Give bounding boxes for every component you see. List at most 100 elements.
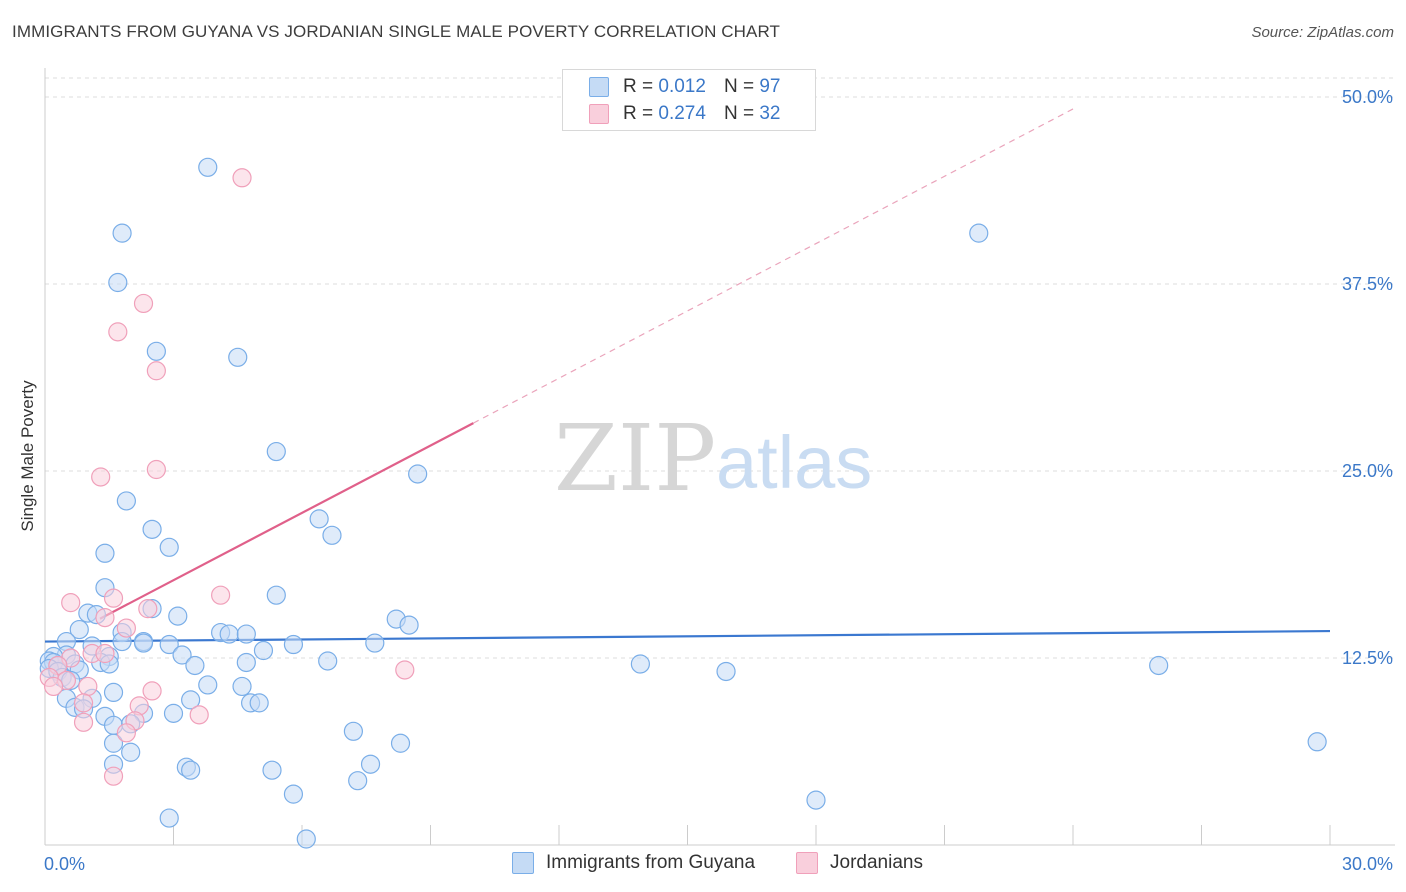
bottom-legend-guyana: Immigrants from Guyana xyxy=(512,852,755,874)
bottom-legend-label-guyana: Immigrants from Guyana xyxy=(546,852,756,873)
bottom-legend-swatch-jordanians xyxy=(796,852,818,874)
guyana-point xyxy=(159,808,179,828)
jordanian-point xyxy=(95,643,115,664)
guyana-point xyxy=(365,633,385,653)
guyana-point xyxy=(309,509,329,529)
grid-lines xyxy=(45,77,1395,659)
guyana-point xyxy=(181,690,201,710)
guyana-point xyxy=(283,784,304,804)
guyana-point xyxy=(103,733,124,753)
jordanian-point xyxy=(78,676,98,697)
guyana-point xyxy=(249,693,269,713)
jordanian-point xyxy=(103,766,124,786)
guyana-point xyxy=(172,645,192,665)
guyana-point xyxy=(408,464,428,484)
guyana-point xyxy=(159,537,179,557)
guyana-point xyxy=(253,640,274,661)
y-tick-label: 25.0% xyxy=(1342,461,1393,481)
legend-row-guyana: R = 0.012 N = 97 xyxy=(589,75,780,99)
guyana-point xyxy=(181,760,201,780)
guyana-point xyxy=(142,519,162,539)
guyana-point xyxy=(283,634,304,655)
legend-row-jordanians: R = 0.274 N = 32 xyxy=(589,102,780,126)
jordanian-point xyxy=(43,676,64,697)
legend-r-value-guyana: 0.012 xyxy=(658,76,706,97)
guyana-point xyxy=(69,619,89,640)
y-axis-label: Single Male Poverty xyxy=(18,380,37,532)
guyana-point xyxy=(103,682,124,703)
guyana-point xyxy=(133,633,154,653)
jordanian-trend-extension xyxy=(473,108,1074,424)
bottom-legend-jordanians: Jordanians xyxy=(796,852,923,874)
jordanian-point xyxy=(189,705,209,725)
guyana-point xyxy=(296,829,316,849)
jordanian-point xyxy=(142,681,162,701)
guyana-point xyxy=(108,272,128,293)
data-points xyxy=(39,157,1327,849)
bottom-legend-label-jordanians: Jordanians xyxy=(830,852,923,873)
guyana-point xyxy=(219,624,239,644)
legend-n-value-jordanians: 32 xyxy=(759,103,781,124)
guyana-trend-line xyxy=(44,629,1331,643)
chart-title: IMMIGRANTS FROM GUYANA VS JORDANIAN SING… xyxy=(12,22,781,41)
jordanian-point xyxy=(146,361,166,381)
y-tick-label: 12.5% xyxy=(1342,648,1393,668)
legend-swatch-guyana xyxy=(589,77,609,97)
jordanian-point xyxy=(73,712,94,732)
guyana-point xyxy=(630,654,650,674)
correlation-legend: R = 0.012 N = 97 R = 0.274 N = 32 xyxy=(562,69,816,131)
legend-n-label: N = xyxy=(723,103,755,124)
guyana-point xyxy=(716,661,736,682)
jordanian-point xyxy=(95,608,115,628)
guyana-point xyxy=(198,157,218,177)
legend-r-value-jordanians: 0.274 xyxy=(658,103,706,124)
guyana-point xyxy=(1149,655,1169,676)
jordanian-point xyxy=(146,459,166,480)
guyana-point xyxy=(266,585,286,605)
legend-swatch-jordanians xyxy=(589,104,609,124)
guyana-point xyxy=(168,606,188,626)
watermark-atlas: atlas xyxy=(716,421,872,504)
guyana-point xyxy=(185,655,205,676)
watermark-zip: ZIP xyxy=(554,405,716,512)
jordanian-point xyxy=(91,467,111,487)
guyana-point xyxy=(198,675,218,695)
jordanian-point xyxy=(73,693,94,713)
guyana-point xyxy=(159,634,179,655)
guyana-point xyxy=(360,754,381,774)
guyana-point xyxy=(348,771,368,791)
guyana-point xyxy=(343,721,363,741)
jordanian-point xyxy=(395,660,415,680)
legend-r-label: R = xyxy=(623,76,654,97)
guyana-point xyxy=(399,615,419,635)
trend-lines xyxy=(44,108,1331,643)
y-tick-label: 50.0% xyxy=(1342,87,1393,107)
jordanian-point xyxy=(108,322,128,342)
tick-labels: 12.5% 25.0% 37.5% 50.0% 0.0% 30.0% xyxy=(44,87,1393,874)
jordanian-point xyxy=(116,618,136,638)
guyana-point xyxy=(236,652,256,673)
watermark: ZIP atlas xyxy=(554,405,872,512)
guyana-point xyxy=(322,525,342,545)
jordanian-point xyxy=(133,293,154,314)
guyana-point xyxy=(262,760,282,780)
guyana-point xyxy=(116,491,136,511)
x-tick-label: 30.0% xyxy=(1342,854,1393,874)
guyana-point xyxy=(228,347,248,367)
guyana-point xyxy=(1307,732,1327,752)
guyana-point xyxy=(232,676,252,697)
guyana-point xyxy=(318,651,338,671)
jordanian-point xyxy=(103,588,124,608)
guyana-point xyxy=(146,341,166,361)
jordanian-point xyxy=(61,593,81,613)
jordanian-point xyxy=(232,168,252,188)
jordanian-trend-line xyxy=(99,422,474,620)
y-tick-label: 37.5% xyxy=(1342,274,1393,294)
jordanian-point xyxy=(138,599,158,619)
guyana-point xyxy=(969,223,989,243)
x-tick-label: 0.0% xyxy=(44,854,85,874)
guyana-point xyxy=(266,441,286,462)
guyana-point xyxy=(806,790,826,810)
bottom-legend-swatch-guyana xyxy=(512,852,534,874)
